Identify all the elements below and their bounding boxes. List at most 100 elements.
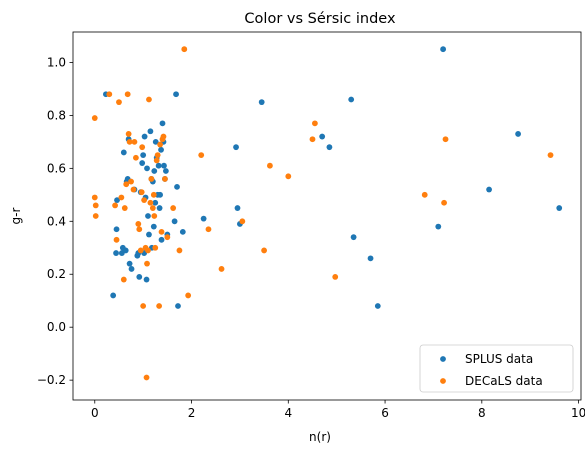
scatter-point [116, 99, 122, 106]
x-tick-label: 4 [284, 406, 292, 420]
y-tick-label: 0.0 [47, 320, 66, 334]
scatter-point [145, 213, 151, 219]
legend-marker-splus [440, 356, 446, 362]
scatter-point [126, 138, 133, 145]
scatter-point [170, 205, 177, 211]
scatter-point [374, 303, 381, 309]
scatter-point [144, 165, 150, 172]
scatter-point [135, 221, 142, 227]
scatter-point [175, 303, 181, 309]
x-tick-label: 6 [381, 406, 389, 420]
y-tick-label: −0.2 [37, 373, 66, 387]
scatter-point [556, 205, 563, 211]
scatter-point [128, 266, 135, 272]
scatter-point [146, 96, 152, 103]
scatter-point [144, 260, 150, 267]
scatter-point [160, 133, 167, 140]
scatter-point [158, 228, 165, 235]
x-tick-label: 8 [478, 406, 486, 420]
scatter-point [179, 228, 186, 235]
scatter-point [121, 205, 128, 211]
scatter-point [113, 250, 119, 256]
scatter-point [140, 303, 147, 309]
scatter-point [158, 146, 164, 153]
scatter-point [309, 136, 316, 143]
scatter-point [143, 276, 150, 283]
scatter-point [152, 138, 159, 145]
scatter-point [124, 91, 131, 98]
scatter-point [112, 202, 118, 209]
scatter-point [92, 202, 99, 209]
y-axis-label: g-r [9, 207, 23, 224]
legend-label-decals: DECaLS data [465, 374, 543, 388]
scatter-point [441, 199, 447, 206]
legend-marker-decals [440, 378, 446, 384]
scatter-point [267, 162, 273, 169]
scatter-point [162, 168, 169, 174]
scatter-point [136, 273, 143, 280]
legend: SPLUS data DECaLS data [419, 344, 574, 393]
y-tick-label: 1.0 [47, 55, 66, 69]
scatter-point [143, 374, 150, 381]
scatter-point [158, 236, 165, 243]
scatter-point [174, 183, 180, 190]
scatter-point [118, 194, 125, 201]
scatter-point [128, 178, 134, 185]
y-tick-label: 0.4 [47, 214, 66, 228]
scatter-point [171, 218, 178, 225]
scatter-point [147, 128, 154, 135]
scatter-point [141, 133, 148, 140]
scatter-point [154, 152, 161, 159]
scatter-point [110, 292, 117, 299]
scatter-point [234, 205, 241, 211]
x-tick-label: 2 [188, 406, 196, 420]
scatter-point [151, 168, 158, 174]
scatter-point [148, 176, 155, 182]
scatter-point [161, 162, 167, 169]
legend-label-splus: SPLUS data [465, 352, 533, 366]
scatter-point [126, 260, 133, 267]
scatter-point [125, 131, 132, 137]
y-tick-label: 0.2 [47, 267, 66, 281]
scatter-point [131, 138, 138, 145]
scatter-point [133, 154, 139, 161]
scatter-point [130, 186, 137, 193]
scatter-point [515, 131, 521, 137]
x-tick-label: 10 [571, 406, 585, 420]
scatter-point [139, 144, 146, 151]
scatter-point [149, 205, 156, 211]
scatter-point [155, 162, 162, 169]
scatter-point [145, 247, 151, 254]
scatter-point [440, 46, 447, 53]
scatter-point [123, 181, 130, 188]
scatter-point [156, 303, 163, 309]
chart-title: Color vs Sérsic index [244, 11, 396, 27]
scatter-point [547, 152, 554, 159]
scatter-point [312, 120, 318, 127]
scatter-point [120, 149, 127, 156]
scatter-point [367, 255, 374, 262]
series-decals [91, 46, 554, 381]
scatter-point [91, 194, 98, 201]
scatter-point [200, 215, 207, 222]
scatter-point [159, 120, 166, 127]
data-points [91, 46, 563, 381]
scatter-point [173, 91, 179, 98]
plot-area [72, 31, 582, 401]
scatter-point [258, 99, 265, 106]
scatter-point [319, 133, 326, 140]
scatter-point [421, 191, 428, 198]
scatter-point [261, 247, 267, 254]
scatter-point [120, 276, 127, 283]
scatter-point [350, 234, 357, 241]
x-tick-label: 0 [91, 406, 99, 420]
scatter-point [435, 223, 442, 230]
scatter-point [122, 247, 129, 254]
scatter-point [140, 152, 147, 159]
scatter-point [157, 191, 163, 198]
scatter-point [198, 152, 205, 159]
scatter-point [233, 144, 239, 151]
scatter-point [139, 160, 146, 166]
scatter-point [147, 199, 154, 206]
